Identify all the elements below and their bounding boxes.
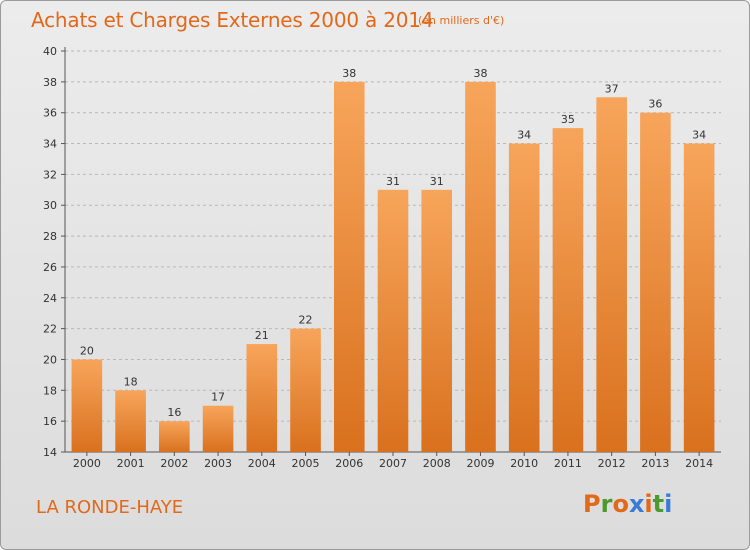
y-tick-label: 36 xyxy=(43,107,57,120)
x-tick-label: 2000 xyxy=(73,457,101,470)
x-tick-label: 2012 xyxy=(598,457,626,470)
x-tick-labels: 2000 2001 2002 2003 2004 2005 2006 2007 2008 2009… xyxy=(73,452,713,470)
bar xyxy=(508,143,540,453)
y-tick-label: 24 xyxy=(43,292,57,305)
data-label: 16 xyxy=(167,406,181,419)
bar xyxy=(596,97,627,453)
data-label: 34 xyxy=(692,129,706,142)
bar xyxy=(552,128,584,452)
x-tick-label: 2003 xyxy=(204,457,232,470)
data-label: 36 xyxy=(648,98,662,111)
chart-title: Achats et Charges Externes 2000 à 2014 xyxy=(31,8,434,32)
brand-letter: r xyxy=(600,490,613,518)
y-tick-label: 38 xyxy=(43,76,57,89)
bar xyxy=(333,81,365,452)
y-tick-label: 14 xyxy=(43,446,57,459)
bar xyxy=(465,81,496,452)
data-label: 37 xyxy=(605,82,619,95)
bar xyxy=(683,143,715,453)
x-tick-label: 2005 xyxy=(292,457,320,470)
y-tick-label: 32 xyxy=(43,168,57,181)
data-label: 38 xyxy=(342,67,356,80)
brand-letter: o xyxy=(612,490,629,518)
x-tick-label: 2011 xyxy=(554,457,582,470)
bar xyxy=(290,328,321,452)
bar xyxy=(71,359,103,452)
brand-logo: Proxiti xyxy=(583,490,672,518)
x-tick-label: 2009 xyxy=(466,457,494,470)
data-label: 18 xyxy=(124,375,138,388)
brand-letter: t xyxy=(652,490,665,518)
y-tick-label: 40 xyxy=(43,45,57,58)
data-label: 34 xyxy=(517,129,531,142)
data-label: 21 xyxy=(255,329,269,342)
bar xyxy=(377,189,409,453)
bar xyxy=(159,421,190,452)
x-tick-label: 2002 xyxy=(160,457,188,470)
y-tick-label: 34 xyxy=(43,138,57,151)
x-tick-label: 2014 xyxy=(685,457,713,470)
bar xyxy=(640,112,671,452)
x-tick-label: 2006 xyxy=(335,457,363,470)
data-label: 38 xyxy=(473,67,487,80)
x-tick-label: 2004 xyxy=(248,457,276,470)
x-tick-label: 2001 xyxy=(117,457,145,470)
brand-letter: P xyxy=(583,490,601,518)
y-tick-label: 28 xyxy=(43,230,57,243)
brand-letter: i xyxy=(664,490,673,518)
data-label: 35 xyxy=(561,113,575,126)
bar xyxy=(115,390,146,452)
chart-subtitle: (en milliers d'€) xyxy=(418,14,505,27)
x-tick-label: 2013 xyxy=(641,457,669,470)
bar xyxy=(246,344,278,452)
y-tick-label: 26 xyxy=(43,261,57,274)
x-tick-label: 2007 xyxy=(379,457,407,470)
bar xyxy=(202,405,234,452)
data-label: 22 xyxy=(299,314,313,327)
data-label: 17 xyxy=(211,391,225,404)
brand-letter: x xyxy=(628,490,645,518)
data-label: 31 xyxy=(430,175,444,188)
data-label: 20 xyxy=(80,344,94,357)
brand-letter: i xyxy=(644,490,653,518)
data-labels: 20 18 16 17 21 22 38 31 31 38 34 35 37 36 34 xyxy=(80,67,706,419)
bars xyxy=(71,81,715,453)
y-tick-label: 30 xyxy=(43,199,57,212)
y-tick-label: 22 xyxy=(43,323,57,336)
bar xyxy=(421,189,453,453)
x-tick-label: 2010 xyxy=(510,457,538,470)
y-tick-labels: 14 16 18 20 22 24 26 28 30 32 34 36 38 40 xyxy=(43,45,57,459)
y-tick-label: 20 xyxy=(43,353,57,366)
y-tick-label: 18 xyxy=(43,384,57,397)
place-name: LA RONDE-HAYE xyxy=(36,497,184,518)
data-label: 31 xyxy=(386,175,400,188)
x-tick-label: 2008 xyxy=(423,457,451,470)
y-tick-label: 16 xyxy=(43,415,57,428)
